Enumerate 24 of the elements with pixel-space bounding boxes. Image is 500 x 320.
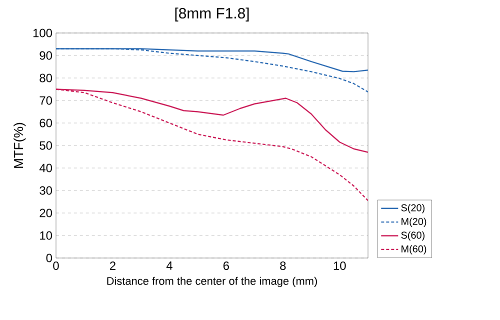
y-tick-label: 100 (33, 28, 52, 38)
x-tick-label: 8 (280, 262, 286, 270)
x-tick-label: 4 (166, 262, 172, 270)
y-tick-label: 0 (46, 254, 52, 262)
x-tick-label: 10 (334, 262, 346, 270)
legend-label: S(60) (401, 231, 424, 241)
y-tick-label: 20 (40, 208, 52, 218)
y-tick-label: 60 (40, 118, 52, 128)
y-tick-label: 50 (40, 141, 52, 150)
y-tick-label: 70 (40, 96, 52, 105)
y-tick-label: 10 (40, 231, 52, 240)
x-tick-label: 6 (223, 262, 229, 270)
legend-label: M(60) (402, 245, 426, 254)
chart-title: [8mm F1.8] (175, 8, 249, 22)
x-axis-title: Distance from the center of the image (mm) (107, 276, 317, 288)
y-tick-label: 90 (40, 51, 52, 60)
legend-label: S(20) (401, 204, 424, 214)
x-tick-label: 0 (53, 262, 59, 270)
y-tick-label: 30 (40, 186, 52, 195)
y-tick-label: 40 (39, 164, 52, 172)
legend-label: M(20) (402, 218, 426, 227)
x-tick-label: 2 (110, 262, 116, 270)
y-axis-title: MTF(%) (14, 122, 26, 168)
y-tick-label: 80 (40, 74, 52, 82)
